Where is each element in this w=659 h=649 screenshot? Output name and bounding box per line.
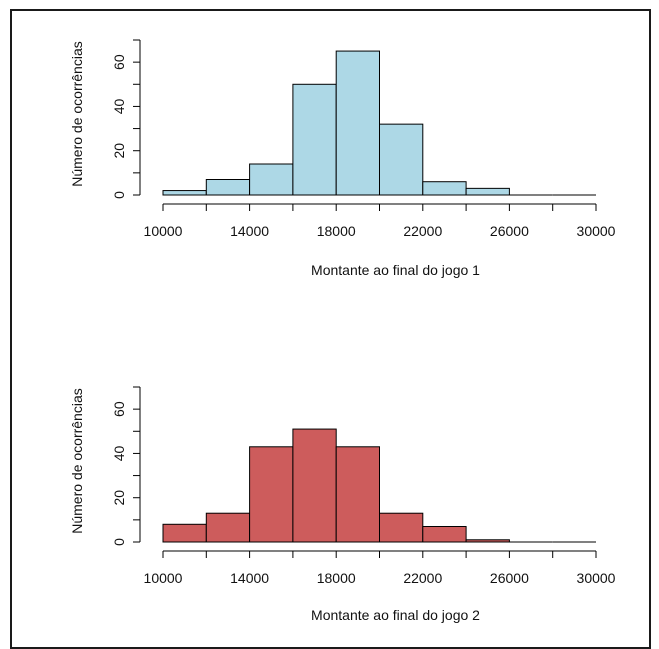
x-axis-label: Montante ao final do jogo 1	[311, 262, 480, 278]
histogram-panel-game-1: 10000 14000 18000 22000 26000 30000 0 20 40 60 Mon…	[69, 39, 616, 278]
histogram-bar	[205, 512, 251, 543]
x-tick-label: 10000	[144, 223, 183, 239]
histogram-bar	[292, 428, 337, 543]
histogram-bar	[162, 190, 207, 196]
histogram-bar	[335, 446, 381, 543]
y-tick-label: 60	[111, 54, 127, 70]
x-tick-label: 22000	[403, 570, 442, 586]
histogram-figure: 10000 14000 18000 22000 26000 30000 0 20 40 60 Mon…	[69, 39, 616, 623]
x-tick-label: 26000	[490, 570, 529, 586]
histogram-bar	[292, 83, 337, 196]
x-tick-label: 18000	[317, 223, 356, 239]
histogram-bar	[465, 539, 510, 543]
x-axis-label: Montante ao final do jogo 2	[311, 607, 480, 623]
histogram-panel-game-2: 10000 14000 18000 22000 26000 30000 0 20 40 60 Mon…	[69, 386, 616, 623]
y-tick-label: 0	[111, 191, 127, 199]
y-tick-label: 20	[111, 143, 127, 159]
histogram-bar	[335, 50, 381, 196]
y-tick-label: 0	[111, 538, 127, 546]
histogram-bar	[205, 179, 251, 196]
histogram-bar	[422, 181, 467, 196]
histogram-bar	[379, 123, 424, 196]
y-tick-label: 40	[111, 445, 127, 461]
x-tick-label: 10000	[144, 570, 183, 586]
x-tick-label: 18000	[317, 570, 356, 586]
x-tick-label: 14000	[230, 223, 269, 239]
y-axis-label: Número de ocorrências	[69, 388, 85, 534]
x-tick-label: 26000	[490, 223, 529, 239]
y-tick-label: 20	[111, 490, 127, 506]
x-tick-label: 30000	[577, 223, 616, 239]
y-axis-label: Número de ocorrências	[69, 41, 85, 187]
histogram-bar	[249, 446, 294, 543]
y-tick-label: 40	[111, 98, 127, 114]
y-tick-label: 60	[111, 401, 127, 417]
x-tick-label: 22000	[403, 223, 442, 239]
histogram-bar	[465, 187, 510, 196]
x-tick-label: 30000	[577, 570, 616, 586]
histogram-bar	[162, 523, 207, 543]
x-tick-label: 14000	[230, 570, 269, 586]
histogram-bar	[422, 526, 467, 543]
histogram-bar	[249, 163, 294, 196]
histogram-bar	[379, 512, 424, 543]
